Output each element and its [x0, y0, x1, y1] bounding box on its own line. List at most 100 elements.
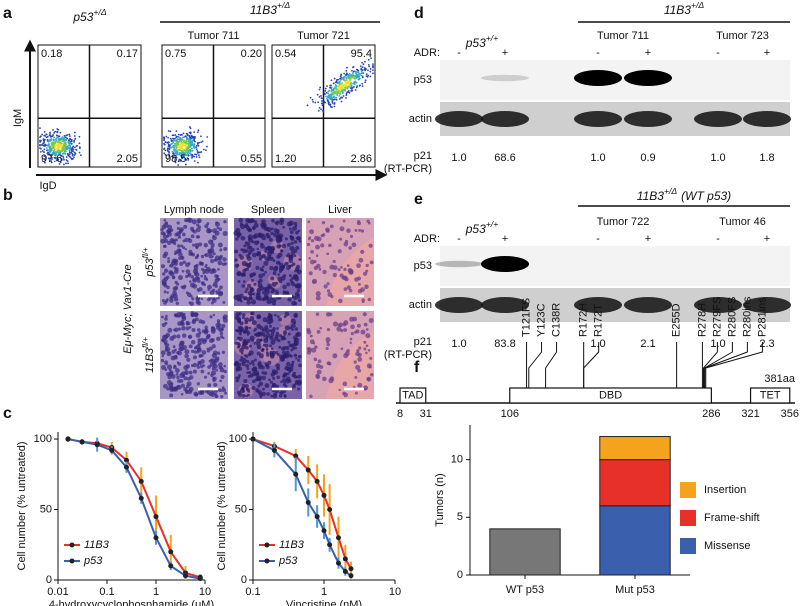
legend-label: Frame-shift [704, 512, 760, 524]
flow-event [70, 157, 73, 160]
nucleus [166, 298, 169, 301]
flow-event [60, 146, 63, 149]
row-label: p53 [414, 260, 432, 272]
flow-event [341, 96, 344, 99]
nucleus [193, 266, 199, 271]
nucleus [243, 340, 249, 346]
nucleus [278, 262, 284, 268]
flow-event [311, 98, 314, 101]
nucleus [294, 327, 299, 331]
nucleus [173, 269, 179, 274]
x-tick-label: 0.1 [99, 586, 114, 598]
nucleus [363, 387, 367, 391]
nucleus [161, 322, 166, 328]
flow-event [321, 109, 324, 112]
nucleus [189, 375, 194, 380]
group-label-sup: +/Δ [93, 7, 106, 17]
nucleus [217, 242, 223, 248]
nucleus [194, 392, 199, 397]
nucleus [167, 224, 173, 230]
nucleus [168, 385, 174, 390]
nucleus [163, 218, 167, 222]
row-label-gene: 11B3 [144, 347, 156, 373]
bar-segment [599, 459, 671, 507]
flow-event [339, 86, 341, 89]
flow-event [347, 73, 350, 76]
nucleus [164, 368, 168, 372]
nucleus [282, 382, 287, 387]
flow-event [345, 96, 347, 99]
axis-label: IgD [39, 180, 56, 192]
p21-value: 1.8 [759, 152, 774, 164]
flow-event [176, 153, 178, 156]
flow-event [184, 163, 187, 166]
nucleus [207, 383, 212, 388]
flow-event [333, 92, 335, 95]
flow-event [196, 150, 199, 152]
flow-event [350, 90, 353, 92]
flow-event [342, 88, 344, 91]
flow-event [170, 155, 173, 158]
flow-event [372, 69, 374, 72]
quadrant-value: 1.20 [275, 153, 296, 165]
flow-event [74, 152, 77, 155]
flow-event [329, 105, 332, 108]
flow-event [367, 58, 370, 61]
nucleus [293, 312, 299, 318]
nucleus [253, 358, 257, 362]
nucleus [180, 392, 184, 396]
nucleus [188, 249, 193, 254]
nucleus [289, 254, 294, 259]
nucleus [311, 347, 317, 353]
flow-event [166, 158, 169, 161]
flow-event [367, 74, 370, 77]
nucleus [316, 263, 321, 269]
flow-event [75, 148, 78, 151]
nucleus [246, 326, 249, 330]
nucleus [211, 353, 217, 359]
nucleus [237, 329, 243, 334]
series-line [252, 438, 352, 577]
nucleus [252, 366, 258, 371]
nucleus [180, 383, 186, 388]
nucleus [244, 317, 250, 323]
nucleus [288, 353, 292, 357]
nucleus [285, 254, 289, 258]
nucleus [271, 281, 277, 287]
nucleus [360, 229, 365, 233]
p21-value: 2.1 [640, 338, 655, 350]
nucleus [343, 241, 349, 247]
nucleus [343, 287, 348, 291]
flow-event [75, 145, 78, 147]
group-label-suffix: (WT p53) [681, 189, 731, 203]
nucleus [244, 354, 247, 357]
nucleus [271, 218, 275, 223]
nucleus [206, 228, 212, 234]
lane-sign: - [596, 233, 600, 245]
flow-event [361, 85, 364, 88]
flow-event [316, 93, 319, 96]
flow-event [322, 97, 324, 100]
nucleus [223, 219, 227, 224]
flow-event [327, 100, 330, 103]
nucleus [279, 217, 285, 223]
flow-event [65, 159, 68, 161]
nucleus [278, 244, 282, 248]
flow-event [323, 93, 326, 95]
mutation-label: P281ins [756, 297, 768, 337]
flow-event [353, 77, 355, 79]
nucleus [243, 297, 247, 301]
nucleus [246, 300, 251, 305]
nucleus [207, 288, 210, 292]
nucleus [182, 239, 186, 243]
flow-event [70, 142, 73, 145]
nucleus [206, 347, 210, 351]
y-tick-label: 50 [40, 503, 52, 515]
residue-label: 286 [702, 408, 720, 420]
nucleus [261, 265, 265, 268]
flow-event [50, 161, 53, 164]
nucleus [270, 394, 274, 398]
nucleus [245, 345, 249, 350]
nucleus [342, 381, 348, 387]
nucleus [255, 388, 260, 393]
